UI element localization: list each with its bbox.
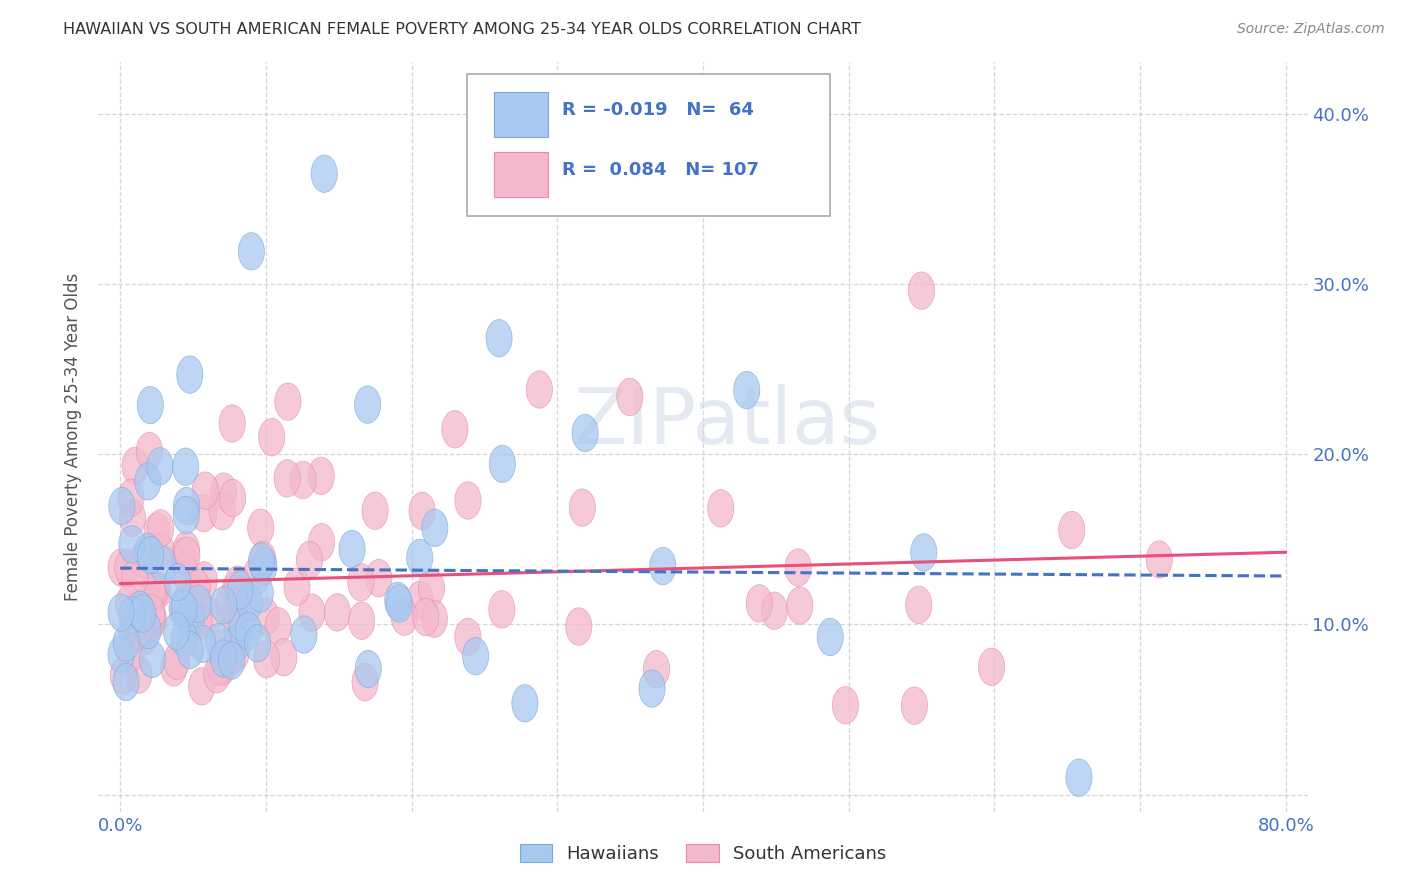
Bar — [494, 93, 548, 137]
Text: R =  0.084   N= 107: R = 0.084 N= 107 — [561, 161, 758, 178]
Text: R = -0.019   N=  64: R = -0.019 N= 64 — [561, 101, 754, 119]
Y-axis label: Female Poverty Among 25-34 Year Olds: Female Poverty Among 25-34 Year Olds — [65, 273, 83, 601]
Bar — [494, 153, 548, 197]
FancyBboxPatch shape — [467, 74, 830, 216]
Text: HAWAIIAN VS SOUTH AMERICAN FEMALE POVERTY AMONG 25-34 YEAR OLDS CORRELATION CHAR: HAWAIIAN VS SOUTH AMERICAN FEMALE POVERT… — [63, 22, 860, 37]
Text: Source: ZipAtlas.com: Source: ZipAtlas.com — [1237, 22, 1385, 37]
Text: ZIPatlas: ZIPatlas — [574, 384, 880, 460]
Legend: Hawaiians, South Americans: Hawaiians, South Americans — [512, 837, 894, 870]
